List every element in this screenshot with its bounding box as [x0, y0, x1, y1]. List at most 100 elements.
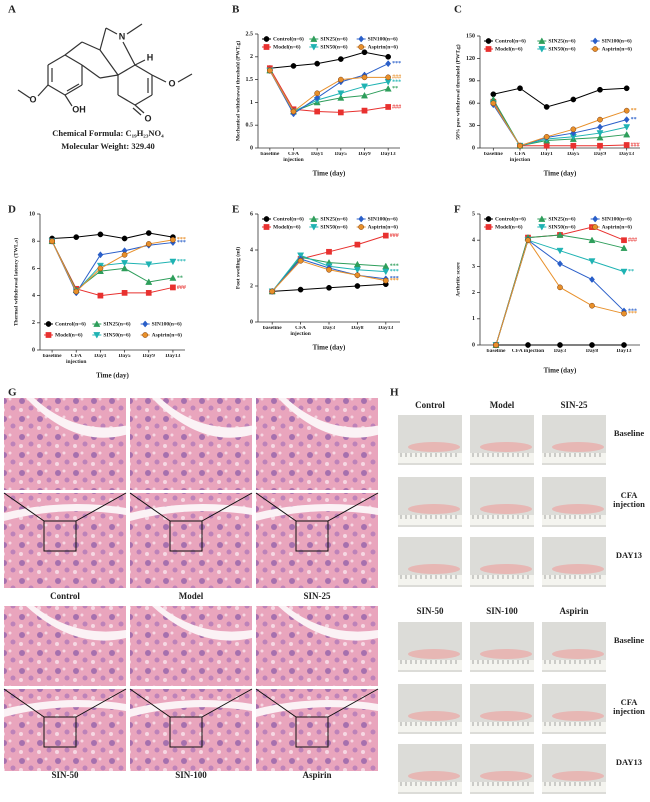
x-tick-label: Day8 [585, 349, 599, 354]
histology-zoom [130, 398, 252, 490]
x-tick-label: Day9 [142, 354, 155, 359]
y-tick-label: 0 [250, 145, 253, 151]
atom: N [119, 31, 126, 41]
legend-marker [538, 37, 546, 44]
marker [169, 274, 177, 281]
x-tick-label: CFA injection [283, 152, 304, 163]
legend-marker [592, 215, 599, 223]
marker [517, 85, 523, 92]
significance: *** [390, 264, 399, 270]
marker [145, 230, 152, 236]
ruler [398, 782, 462, 792]
column-label: SIN-100 [486, 606, 518, 616]
legend-label: Model(n=6) [273, 223, 301, 230]
marker [557, 284, 563, 291]
y-tick-label: 2.5 [246, 31, 254, 37]
ruler [542, 660, 606, 670]
tissue-gap [256, 504, 378, 521]
marker [385, 104, 392, 110]
series-line [269, 70, 389, 113]
image-label: SIN-50 [51, 770, 79, 780]
marker [556, 247, 564, 255]
legend-marker [263, 44, 270, 50]
marker [145, 290, 152, 296]
ruler [398, 660, 462, 670]
x-tick-label: Day1 [94, 354, 107, 359]
row-label: DAY13 [615, 758, 643, 767]
marker [556, 231, 564, 238]
marker [145, 241, 152, 247]
column-label: SIN-50 [416, 606, 444, 616]
zoom-box [43, 520, 77, 552]
y-tick-label: 5 [472, 211, 475, 217]
paw [480, 771, 532, 781]
marker [337, 94, 345, 101]
marker [623, 85, 630, 92]
significance: ** [628, 269, 634, 275]
marker [597, 86, 603, 93]
histology-zoom [256, 398, 378, 490]
legend-label: SIN50(n=6) [320, 43, 347, 50]
y-tick-label: 8 [32, 239, 35, 245]
x-tick-label-box: Day13 [381, 152, 396, 157]
marker [314, 94, 321, 102]
significance: *** [177, 259, 186, 265]
x-tick-label-box: Day8 [585, 349, 599, 354]
legend-label: SIN100(n=6) [602, 215, 632, 222]
marker [169, 258, 177, 266]
legend-marker [310, 44, 318, 51]
structure [17, 23, 193, 116]
x-tick-label-box: Day13 [378, 326, 393, 331]
paw [480, 711, 532, 721]
legend-marker [93, 320, 101, 327]
x-tick-label-box: baseline [487, 349, 506, 354]
marker [354, 283, 361, 289]
y-tick-label: 4 [472, 238, 475, 244]
x-axis-label: Time (day) [544, 367, 577, 375]
y-tick-label: 0 [472, 342, 475, 348]
x-tick-label-box: Day1 [311, 152, 324, 157]
marker [589, 342, 595, 348]
marker [297, 286, 304, 293]
marker [525, 237, 531, 244]
ruler [398, 575, 462, 585]
marker [557, 260, 563, 268]
marker [623, 142, 630, 148]
y-tick-label: 6 [32, 266, 35, 272]
y-axis-label: Thermal withdrawal latency (TWL,s) [12, 238, 19, 326]
marker [517, 142, 523, 149]
zoom-box [43, 716, 77, 748]
legend-label: SIN100(n=6) [368, 35, 398, 42]
x-tick-label: Day1 [311, 152, 324, 157]
significance: *** [390, 276, 399, 282]
zoom-box [169, 716, 203, 748]
marker [382, 232, 389, 239]
x-tick-label-box: Day13 [165, 354, 180, 359]
x-axis-label: Time (day) [96, 372, 129, 380]
series-line [52, 232, 174, 239]
y-axis-label: Arthritic score [455, 262, 461, 297]
legend-marker [310, 35, 318, 42]
zoom-line [75, 492, 127, 522]
marker [620, 244, 628, 251]
paw [408, 711, 460, 721]
x-tick-label: baseline [42, 354, 62, 359]
ruler [470, 575, 534, 585]
y-tick-label: 1.5 [246, 77, 254, 83]
column-label: Aspirin [559, 606, 588, 616]
legend-marker [485, 224, 492, 230]
zoom-line [201, 492, 253, 522]
legend-label: Model(n=6) [495, 223, 523, 230]
significance: *** [177, 237, 186, 243]
significance: *** [390, 278, 399, 284]
legend-marker [538, 46, 546, 53]
paw [552, 649, 604, 659]
legend-label: Control(n=6) [55, 320, 86, 327]
legend-marker [538, 215, 546, 222]
y-tick-label: 0 [250, 319, 253, 325]
marker [97, 251, 104, 259]
legend-label: Aspirin(n=6) [368, 43, 399, 50]
legend-marker [592, 224, 599, 230]
x-tick-label-box: CFA injection [283, 152, 304, 163]
